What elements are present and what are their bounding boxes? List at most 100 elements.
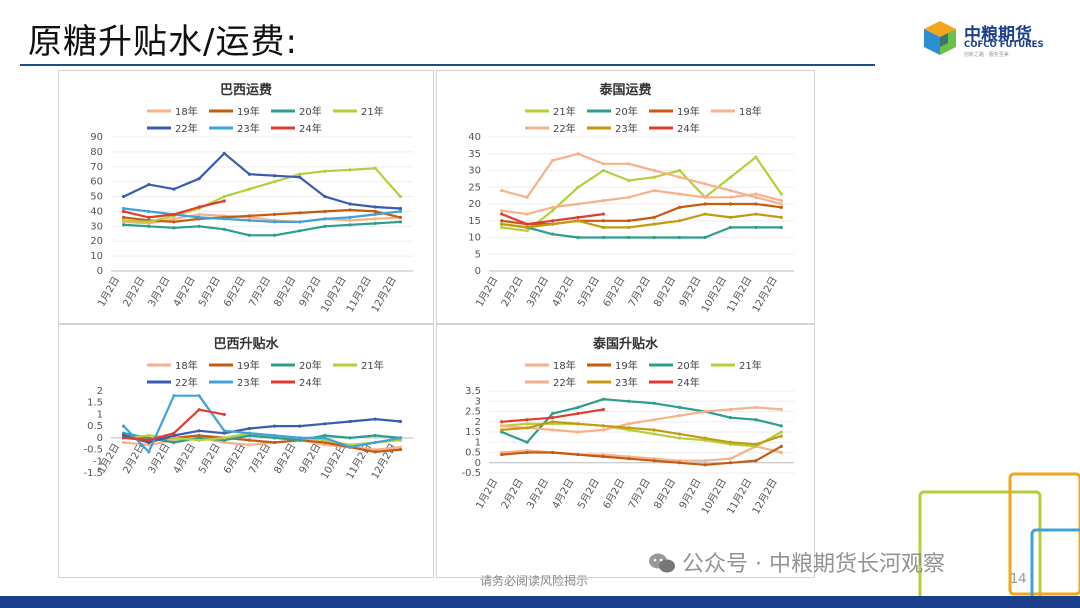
data-point (601, 424, 605, 428)
data-point (222, 436, 226, 440)
data-point (678, 235, 682, 240)
data-point (323, 422, 327, 426)
y-tick-label: 3 (475, 396, 481, 407)
data-point (525, 222, 529, 226)
series-line-20年 (123, 220, 401, 237)
data-point (652, 189, 656, 193)
data-point (728, 175, 733, 179)
data-point (272, 220, 277, 224)
y-tick-label: 3.5 (465, 386, 481, 397)
data-point (348, 208, 352, 212)
data-point (754, 212, 758, 216)
data-point (500, 212, 504, 216)
data-point (373, 212, 377, 217)
legend-label: 22年 (175, 376, 198, 389)
data-point (247, 443, 252, 447)
legend-label: 24年 (677, 122, 700, 135)
legend-label: 20年 (615, 105, 638, 118)
y-tick-label: 20 (468, 199, 481, 210)
data-point (728, 225, 733, 230)
x-tick-label: 6月2日 (601, 477, 628, 511)
data-point (272, 180, 277, 184)
data-point (627, 178, 631, 183)
x-tick-label: 8月2日 (651, 477, 678, 511)
x-tick-label: 4月2日 (550, 275, 577, 309)
data-point (678, 432, 682, 436)
brazil-freight-chart: 巴西运费 18年 19年 20年 21年 22年 23年 24年 0 10 20 30 40 50 60 70… (90, 82, 413, 314)
y-tick-label: 1 (475, 437, 481, 448)
y-tick-label: -1 (93, 456, 103, 467)
data-point (172, 433, 176, 438)
data-point (348, 445, 352, 449)
data-point (779, 450, 783, 455)
data-point (298, 220, 302, 224)
legend-label: 21年 (361, 359, 384, 372)
data-point (298, 211, 302, 215)
data-point (576, 411, 580, 416)
data-point (172, 226, 176, 230)
data-point (222, 438, 226, 442)
data-point (172, 220, 176, 224)
data-point (298, 436, 302, 440)
y-tick-label: -1.5 (83, 468, 103, 479)
data-point (398, 445, 403, 449)
data-point (500, 225, 504, 230)
y-tick-label: 10 (468, 233, 481, 244)
legend-label: 19年 (237, 359, 260, 372)
data-point (500, 452, 504, 457)
x-tick-label: 3月2日 (524, 275, 551, 309)
data-point (754, 459, 758, 463)
data-point (147, 440, 151, 445)
data-point (728, 416, 733, 420)
data-point (373, 205, 377, 209)
data-point (373, 447, 377, 452)
data-point (323, 217, 327, 221)
data-point (678, 219, 682, 223)
legend-label: 23年 (615, 376, 638, 389)
data-point (247, 438, 252, 442)
data-point (247, 233, 252, 237)
data-point (525, 195, 529, 199)
data-point (550, 428, 555, 432)
y-tick-label: 0.5 (87, 421, 103, 432)
data-point (348, 168, 352, 172)
y-tick-label: 30 (468, 166, 481, 177)
legend-label: 19年 (237, 105, 260, 118)
data-point (652, 401, 656, 405)
data-point (525, 440, 529, 444)
data-point (272, 212, 277, 217)
data-point (121, 433, 126, 438)
data-point (728, 457, 733, 461)
data-point (398, 419, 403, 424)
x-tick-label: 1月2日 (95, 275, 122, 309)
data-point (754, 202, 758, 206)
legend-label: 20年 (299, 359, 322, 372)
data-point (652, 168, 656, 173)
brazil-premium-chart: 巴西升贴水 18年 19年 20年 21年 22年 23年 24年 -1.5-1-0.500.5… (83, 336, 413, 481)
data-point (525, 225, 529, 230)
data-point (121, 436, 126, 440)
x-tick-label: 12月2日 (750, 275, 780, 315)
data-point (601, 235, 605, 240)
risk-disclaimer: 请务必阅读风险揭示 (480, 574, 589, 588)
data-point (627, 399, 631, 403)
data-point (147, 438, 151, 442)
legend-label: 23年 (615, 122, 638, 135)
data-point (678, 205, 682, 209)
legend-label: 23年 (237, 122, 260, 135)
y-tick-label: 25 (468, 182, 481, 193)
x-tick-label: 9月2日 (297, 441, 324, 475)
data-point (222, 440, 226, 445)
data-point (197, 436, 201, 440)
data-point (525, 450, 529, 455)
data-point (348, 223, 352, 227)
legend-label: 22年 (175, 122, 198, 135)
data-point (550, 219, 555, 223)
data-point (298, 175, 302, 179)
cofco-logo: 中粮期货 COFCO FUTURES 创新之路 · 服务至美 (920, 18, 1060, 58)
data-point (779, 215, 783, 219)
data-point (348, 419, 352, 424)
legend-label: 19年 (615, 359, 638, 372)
chart-panel-brazil-freight: 巴西运费 18年 19年 20年 21年 22年 23年 24年 0 10 20 30 40 50 60 70… (58, 70, 434, 324)
data-point (576, 405, 580, 409)
